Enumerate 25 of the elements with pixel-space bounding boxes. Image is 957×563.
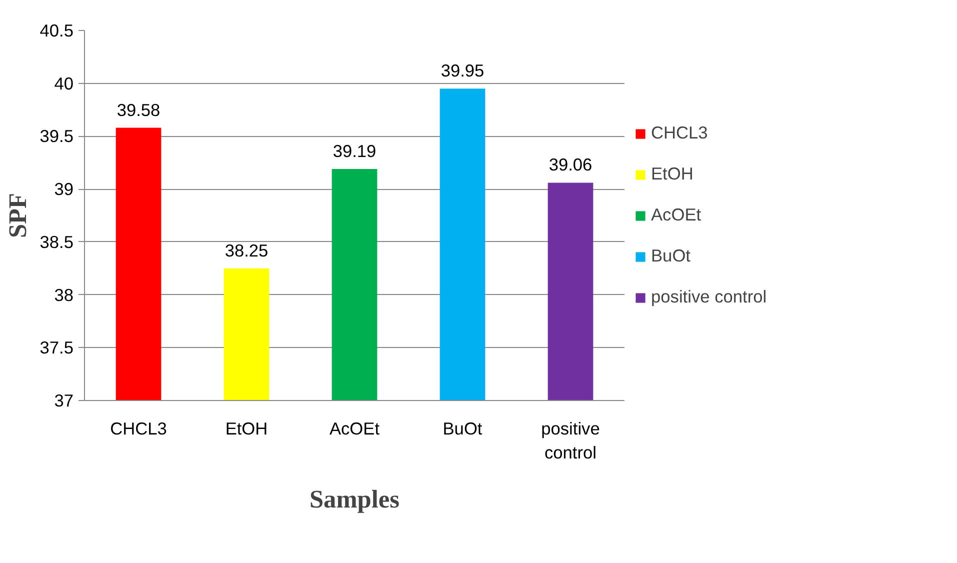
- y-tick-label: 38: [54, 284, 74, 305]
- data-label: 39.06: [548, 154, 592, 175]
- y-tick-label: 37: [54, 390, 74, 410]
- x-tick-label: BuOt: [442, 418, 482, 438]
- y-tick-label: 40.5: [40, 20, 74, 40]
- x-tick-label: AcOEt: [329, 418, 380, 438]
- legend-label: CHCL3: [651, 122, 708, 144]
- data-label: 39.58: [116, 100, 160, 120]
- legend-label: EtOH: [651, 164, 694, 184]
- legend-label: positive control: [651, 286, 767, 308]
- y-tick-label: 38.5: [40, 232, 74, 252]
- y-axis-title: SPF: [4, 192, 32, 238]
- data-label: 39.95: [440, 60, 484, 81]
- x-tick-label: positive control: [541, 418, 600, 462]
- y-tick-label: 39: [54, 179, 74, 200]
- x-axis-title: Samples: [309, 486, 400, 514]
- data-label: 38.25: [224, 240, 268, 260]
- x-tick-label: EtOH: [225, 418, 268, 438]
- data-label: 39.19: [332, 140, 376, 161]
- x-tick-label: CHCL3: [110, 418, 167, 438]
- legend-label: AcOEt: [651, 204, 702, 226]
- legend-label: BuOt: [651, 246, 690, 266]
- y-tick-label: 40: [54, 73, 74, 94]
- y-tick-label: 39.5: [40, 126, 74, 146]
- y-tick-label: 37.5: [40, 338, 74, 358]
